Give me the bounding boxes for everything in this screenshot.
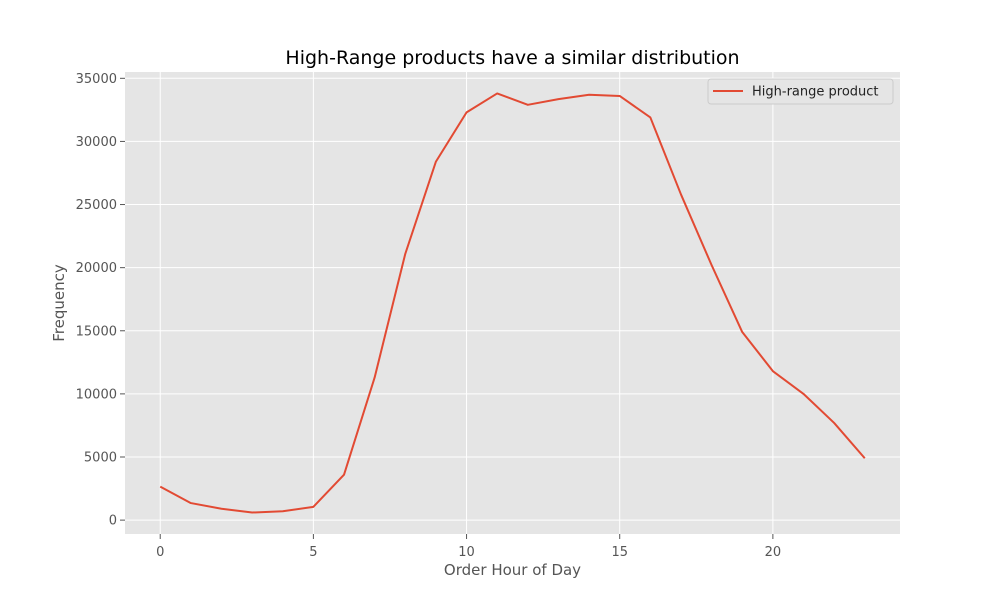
x-tick-label: 5: [309, 545, 317, 560]
legend-box: [707, 78, 894, 105]
series-line-high-range-product: [159, 92, 866, 514]
y-tick-label: 25000: [76, 198, 117, 213]
y-tick-label: 0: [109, 514, 117, 529]
y-tick-label: 15000: [76, 324, 117, 339]
legend-label: High-range product: [752, 85, 879, 100]
legend: High-range product: [707, 78, 894, 105]
y-tick-label: 20000: [76, 261, 117, 276]
x-tick-label: 15: [611, 545, 628, 560]
x-tick-label: 20: [765, 545, 782, 560]
y-tick-label: 30000: [76, 135, 117, 150]
x-tick-label: 10: [458, 545, 475, 560]
y-tick-label: 5000: [84, 451, 117, 466]
x-axis-label: Order Hour of Day: [444, 561, 581, 579]
x-tick-label: 0: [156, 545, 164, 560]
axis-ticks: 0 5 10 15 20 0 5000 10000 15000 20000 25000 30000 35…: [76, 72, 782, 560]
series-layer: [159, 92, 866, 514]
y-tick-label: 10000: [76, 387, 117, 402]
y-tick-label: 35000: [76, 72, 117, 87]
grid: [125, 72, 900, 534]
chart-title: High-Range products have a similar distr…: [285, 47, 739, 69]
y-axis-label: Frequency: [50, 264, 68, 342]
